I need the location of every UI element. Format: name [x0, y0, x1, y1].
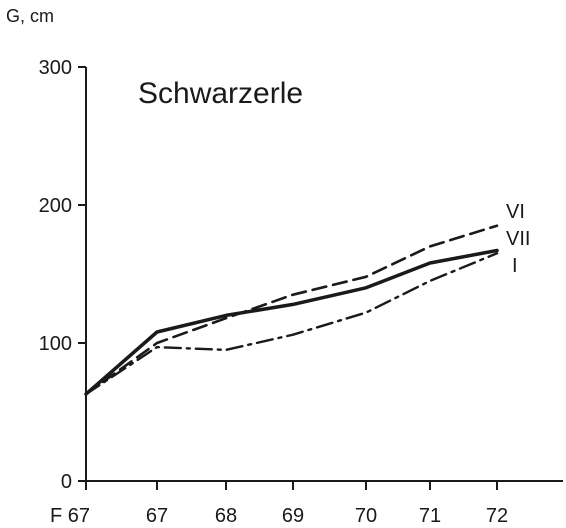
x-tick-label: 68 — [215, 505, 237, 527]
x-tick-label: F 67 — [50, 505, 90, 527]
y-axis-ticks: 0 100 200 300 — [39, 57, 86, 493]
y-tick-label: 300 — [39, 57, 72, 79]
x-tick-label: 67 — [146, 505, 168, 527]
series-label-i: I — [512, 255, 518, 277]
series-line-vii — [84, 248, 499, 396]
series-label-vii: VII — [506, 228, 530, 250]
series-line-vi — [84, 224, 499, 396]
x-axis-ticks: F 67 67 68 69 70 71 72 — [50, 481, 508, 527]
x-tick-label: 72 — [486, 505, 508, 527]
y-tick-label: 0 — [61, 471, 72, 493]
chart-title: Schwarzerle — [138, 77, 303, 110]
y-tick-label: 100 — [39, 333, 72, 355]
series-lines — [84, 224, 499, 396]
x-tick-label: 71 — [419, 505, 441, 527]
series-labels: VI VII I — [506, 201, 530, 277]
x-tick-label: 69 — [282, 505, 304, 527]
series-label-vi: VI — [506, 201, 525, 223]
series-line-i — [84, 252, 499, 396]
y-axis-label: G, cm — [6, 6, 54, 26]
x-tick-label: 70 — [355, 505, 377, 527]
y-tick-label: 200 — [39, 195, 72, 217]
